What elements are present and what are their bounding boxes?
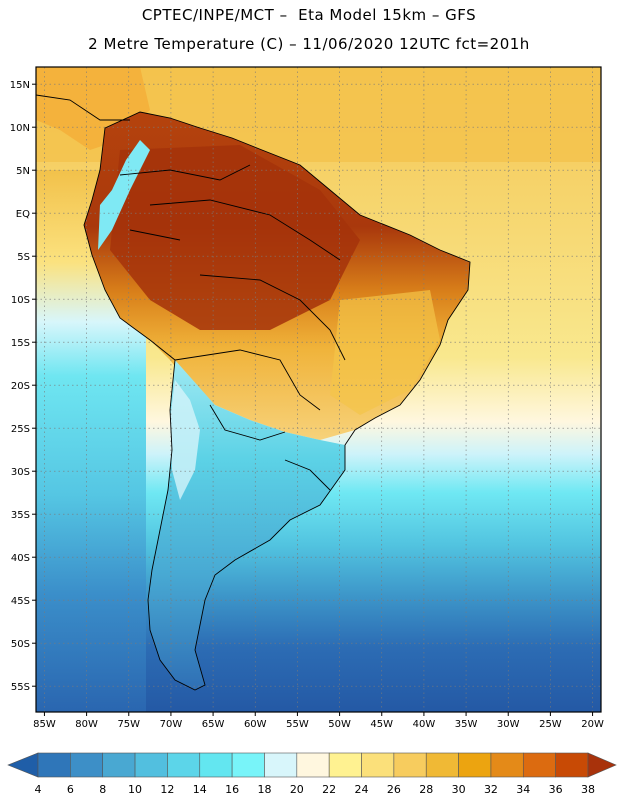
colorbar-swatch	[134, 752, 168, 778]
colorbar-swatch	[296, 752, 330, 778]
chart-title-line-1: CPTEC/INPE/MCT – Eta Model 15km – GFS	[141, 6, 477, 24]
colorbar-swatch	[264, 752, 298, 778]
colorbar-labels: 4 6 8 10 12 14 16 18 20 22 24 26 28 30 32 34 36 38	[35, 783, 596, 796]
lat-tick-label: 50S	[11, 639, 30, 650]
colorbar-label: 24	[355, 783, 369, 796]
lon-tick-label: 55W	[286, 719, 309, 730]
colorbar-swatch	[393, 752, 427, 778]
latitude-tick-labels: 15N 10N 5N EQ 5S 10S 15S 20S 25S 30S 35S 40S 45S 50S 5…	[10, 80, 30, 693]
lon-tick-label: 20W	[581, 719, 604, 730]
colorbar-high-arrow	[587, 752, 617, 778]
colorbar-label: 14	[193, 783, 207, 796]
lat-tick-label: 40S	[11, 553, 30, 564]
lon-tick-label: 60W	[244, 719, 267, 730]
colorbar-label: 30	[452, 783, 466, 796]
colorbar-swatch	[522, 752, 556, 778]
colorbar-label: 34	[516, 783, 530, 796]
country-borders	[35, 94, 471, 691]
graticule	[32, 67, 601, 716]
lon-tick-label: 70W	[160, 719, 183, 730]
lat-tick-label: 45S	[11, 596, 30, 607]
lat-tick-label: 15N	[10, 80, 30, 91]
colorbar-label: 38	[581, 783, 595, 796]
colorbar-label: 28	[419, 783, 433, 796]
colorbar-label: 26	[387, 783, 401, 796]
colorbar-swatch	[555, 752, 589, 778]
colorbar-label: 6	[67, 783, 74, 796]
colorbar-swatch	[199, 752, 233, 778]
lat-tick-label: 25S	[11, 424, 30, 435]
colorbar-label: 20	[290, 783, 304, 796]
lat-tick-label: 15S	[11, 338, 30, 349]
colorbar-label: 8	[99, 783, 106, 796]
lon-tick-label: 40W	[413, 719, 436, 730]
colorbar-label: 36	[549, 783, 563, 796]
lat-tick-label: EQ	[16, 209, 30, 220]
lon-tick-label: 65W	[202, 719, 225, 730]
lon-tick-label: 45W	[370, 719, 393, 730]
lat-tick-label: 20S	[11, 381, 30, 392]
colorbar-label: 12	[160, 783, 174, 796]
temperature-field	[36, 67, 601, 712]
lat-tick-label: 5N	[16, 166, 30, 177]
lon-tick-label: 30W	[497, 719, 520, 730]
lon-tick-label: 50W	[328, 719, 351, 730]
colorbar-low-arrow	[7, 752, 39, 778]
lat-tick-label: 10S	[11, 295, 30, 306]
lon-tick-label: 75W	[117, 719, 140, 730]
colorbar	[7, 752, 617, 778]
lon-tick-label: 25W	[539, 719, 562, 730]
lon-tick-label: 35W	[455, 719, 478, 730]
colorbar-swatch	[102, 752, 136, 778]
colorbar-swatch	[490, 752, 524, 778]
colorbar-label: 16	[225, 783, 239, 796]
colorbar-swatch	[425, 752, 459, 778]
lat-tick-label: 10N	[10, 123, 30, 134]
colorbar-swatch	[37, 752, 71, 778]
colorbar-label: 10	[128, 783, 142, 796]
lat-tick-label: 35S	[11, 510, 30, 521]
lon-tick-label: 85W	[33, 719, 56, 730]
colorbar-swatch	[70, 752, 104, 778]
lat-tick-label: 5S	[17, 252, 30, 263]
colorbar-label: 4	[35, 783, 42, 796]
lat-tick-label: 30S	[11, 467, 30, 478]
colorbar-swatch	[458, 752, 492, 778]
colorbar-swatch	[167, 752, 201, 778]
colorbar-swatch	[361, 752, 395, 778]
colorbar-label: 18	[257, 783, 271, 796]
lat-tick-label: 55S	[11, 682, 30, 693]
colorbar-swatch	[328, 752, 362, 778]
colorbar-swatch	[231, 752, 265, 778]
colorbar-label: 22	[322, 783, 336, 796]
colorbar-label: 32	[484, 783, 498, 796]
chart-title-line-2: 2 Metre Temperature (C) – 11/06/2020 12U…	[88, 35, 530, 53]
map-frame	[35, 66, 602, 713]
lon-tick-label: 80W	[75, 719, 98, 730]
longitude-tick-labels: 85W 80W 75W 70W 65W 60W 55W 50W 45W 40W 35W 30W 25W 2…	[33, 719, 604, 730]
